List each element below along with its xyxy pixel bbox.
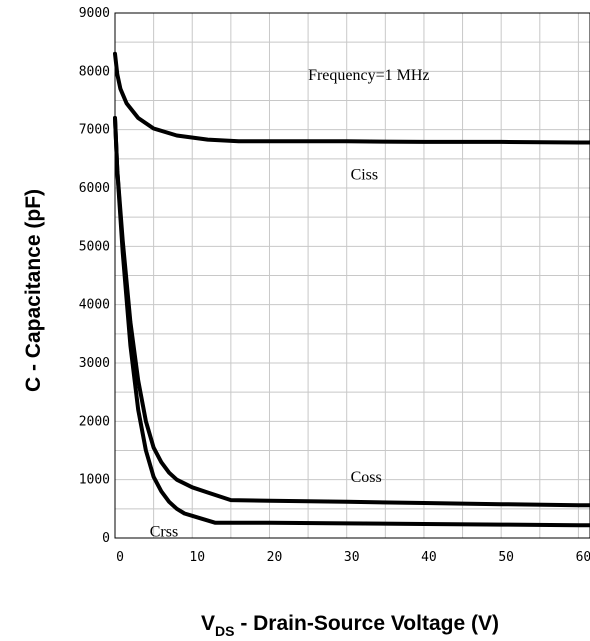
y-tick-label: 6000 bbox=[79, 181, 110, 196]
x-axis-title-subscript: DS bbox=[215, 623, 234, 639]
x-axis-title-main: V bbox=[201, 612, 215, 635]
y-tick-label: 1000 bbox=[79, 473, 110, 488]
x-axis-title-rest: - Drain-Source Voltage (V) bbox=[234, 612, 498, 635]
series-label-crss: Crss bbox=[150, 523, 178, 540]
x-axis-title: VDS - Drain-Source Voltage (V) bbox=[201, 612, 499, 639]
y-tick-label: 9000 bbox=[79, 6, 110, 21]
x-tick-label: 30 bbox=[344, 550, 360, 565]
y-tick-label: 2000 bbox=[79, 414, 110, 429]
x-tick-label: 10 bbox=[189, 550, 205, 565]
plot-frame bbox=[114, 12, 590, 539]
y-tick-label: 0 bbox=[102, 531, 110, 546]
series-line-ciss bbox=[113, 51, 590, 145]
frequency-annotation: Frequency=1 MHz bbox=[308, 67, 429, 84]
x-tick-labels: 0 10 20 30 40 50 60 bbox=[116, 550, 590, 565]
x-tick-label: 50 bbox=[498, 550, 514, 565]
x-tick-label: 20 bbox=[267, 550, 283, 565]
series-labels: Ciss Coss Crss bbox=[150, 166, 382, 540]
y-tick-label: 5000 bbox=[79, 239, 110, 254]
y-tick-label: 4000 bbox=[79, 298, 110, 313]
series-label-coss: Coss bbox=[351, 469, 382, 486]
y-axis-title: C - Capacitance (pF) bbox=[22, 189, 45, 392]
x-tick-label: 0 bbox=[116, 550, 124, 565]
series-lines bbox=[113, 51, 590, 528]
x-tick-label: 60 bbox=[576, 550, 590, 565]
y-tick-label: 3000 bbox=[79, 356, 110, 371]
y-tick-label: 8000 bbox=[79, 64, 110, 79]
y-tick-label: 7000 bbox=[79, 123, 110, 138]
x-tick-label: 40 bbox=[421, 550, 437, 565]
gridlines bbox=[115, 13, 590, 538]
y-tick-labels: 0 1000 2000 3000 4000 5000 6000 7000 8000 9000 bbox=[79, 6, 110, 546]
series-label-ciss: Ciss bbox=[351, 166, 379, 183]
series-line-crss bbox=[113, 116, 590, 528]
